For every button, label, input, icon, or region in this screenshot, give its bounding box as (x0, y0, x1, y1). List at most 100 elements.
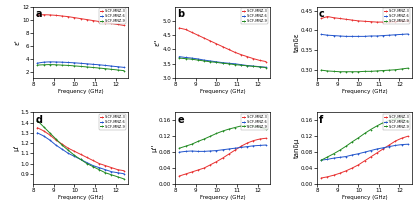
S-CF-MNZ-9 (189, 143, 194, 146)
S-CF-MNZ-9 (405, 67, 410, 69)
S-CF-MNZ-9 (35, 119, 40, 122)
S-CF-MNZ-3 (90, 159, 95, 162)
S-CF-MNZ-9 (47, 132, 52, 134)
S-CF-MNZ-3 (331, 16, 336, 19)
S-CF-MNZ-9 (344, 71, 349, 73)
S-CF-MNZ-9 (97, 67, 102, 69)
S-CF-MNZ-9 (66, 149, 71, 152)
S-CF-MNZ-6 (214, 149, 219, 152)
S-CF-MNZ-3 (72, 150, 77, 153)
S-CF-MNZ-3 (35, 14, 40, 16)
S-CF-MNZ-9 (208, 60, 213, 63)
S-CF-MNZ-3 (263, 137, 268, 140)
S-CF-MNZ-6 (368, 35, 373, 37)
Y-axis label: tanδε: tanδε (293, 33, 300, 52)
S-CF-MNZ-3 (41, 13, 46, 16)
S-CF-MNZ-6 (78, 62, 83, 65)
Text: d: d (35, 115, 42, 125)
S-CF-MNZ-6 (374, 35, 379, 37)
S-CF-MNZ-3 (233, 51, 238, 54)
S-CF-MNZ-3 (109, 22, 114, 25)
S-CF-MNZ-3 (381, 148, 386, 150)
S-CF-MNZ-9 (214, 61, 219, 64)
S-CF-MNZ-3 (319, 17, 324, 20)
S-CF-MNZ-3 (78, 153, 83, 156)
S-CF-MNZ-6 (226, 148, 231, 150)
S-CF-MNZ-3 (393, 20, 398, 23)
S-CF-MNZ-3 (201, 37, 206, 39)
S-CF-MNZ-3 (344, 170, 349, 172)
X-axis label: Frequency (GHz): Frequency (GHz) (200, 194, 245, 200)
S-CF-MNZ-9 (356, 71, 361, 73)
S-CF-MNZ-6 (331, 157, 336, 159)
S-CF-MNZ-6 (226, 62, 231, 65)
Line: S-CF-MNZ-3: S-CF-MNZ-3 (178, 137, 267, 177)
Legend: S-CF-MNZ-3, S-CF-MNZ-6, S-CF-MNZ-9: S-CF-MNZ-3, S-CF-MNZ-6, S-CF-MNZ-9 (99, 114, 126, 130)
Line: S-CF-MNZ-9: S-CF-MNZ-9 (178, 124, 267, 150)
S-CF-MNZ-3 (337, 17, 342, 20)
Line: S-CF-MNZ-3: S-CF-MNZ-3 (320, 15, 409, 23)
S-CF-MNZ-9 (220, 62, 225, 65)
S-CF-MNZ-6 (201, 59, 206, 61)
S-CF-MNZ-9 (387, 119, 392, 122)
S-CF-MNZ-6 (399, 33, 404, 36)
S-CF-MNZ-9 (368, 128, 373, 131)
S-CF-MNZ-9 (239, 125, 244, 127)
S-CF-MNZ-6 (399, 143, 404, 146)
S-CF-MNZ-6 (381, 147, 386, 149)
S-CF-MNZ-9 (59, 64, 64, 66)
S-CF-MNZ-9 (325, 70, 330, 72)
S-CF-MNZ-6 (121, 172, 126, 175)
S-CF-MNZ-9 (331, 152, 336, 155)
S-CF-MNZ-6 (97, 64, 102, 66)
S-CF-MNZ-9 (177, 147, 182, 150)
Line: S-CF-MNZ-3: S-CF-MNZ-3 (36, 13, 125, 27)
S-CF-MNZ-9 (381, 69, 386, 72)
S-CF-MNZ-9 (331, 70, 336, 73)
S-CF-MNZ-9 (201, 60, 206, 62)
S-CF-MNZ-3 (251, 57, 256, 60)
S-CF-MNZ-6 (245, 64, 250, 67)
S-CF-MNZ-9 (90, 66, 95, 69)
S-CF-MNZ-9 (399, 68, 404, 70)
S-CF-MNZ-6 (177, 55, 182, 58)
S-CF-MNZ-3 (251, 139, 256, 142)
S-CF-MNZ-9 (233, 63, 238, 66)
S-CF-MNZ-6 (72, 62, 77, 64)
S-CF-MNZ-9 (78, 158, 83, 161)
S-CF-MNZ-6 (47, 60, 52, 63)
S-CF-MNZ-6 (183, 150, 188, 153)
S-CF-MNZ-9 (399, 118, 404, 120)
Legend: S-CF-MNZ-3, S-CF-MNZ-6, S-CF-MNZ-9: S-CF-MNZ-3, S-CF-MNZ-6, S-CF-MNZ-9 (383, 8, 410, 24)
S-CF-MNZ-3 (368, 20, 373, 23)
S-CF-MNZ-9 (115, 175, 120, 178)
S-CF-MNZ-6 (356, 152, 361, 155)
S-CF-MNZ-3 (196, 169, 201, 171)
S-CF-MNZ-9 (319, 69, 324, 71)
S-CF-MNZ-3 (59, 143, 64, 145)
S-CF-MNZ-3 (47, 134, 52, 136)
Line: S-CF-MNZ-9: S-CF-MNZ-9 (320, 67, 409, 73)
S-CF-MNZ-3 (387, 21, 392, 23)
S-CF-MNZ-9 (226, 62, 231, 65)
S-CF-MNZ-6 (90, 63, 95, 66)
S-CF-MNZ-6 (196, 150, 201, 153)
S-CF-MNZ-3 (325, 15, 330, 18)
Legend: S-CF-MNZ-3, S-CF-MNZ-6, S-CF-MNZ-9: S-CF-MNZ-3, S-CF-MNZ-6, S-CF-MNZ-9 (383, 114, 410, 130)
S-CF-MNZ-6 (325, 158, 330, 161)
S-CF-MNZ-6 (177, 151, 182, 154)
S-CF-MNZ-9 (381, 122, 386, 124)
S-CF-MNZ-6 (220, 61, 225, 64)
Line: S-CF-MNZ-6: S-CF-MNZ-6 (36, 60, 125, 69)
S-CF-MNZ-6 (251, 145, 256, 147)
S-CF-MNZ-9 (374, 70, 379, 72)
Line: S-CF-MNZ-3: S-CF-MNZ-3 (178, 27, 267, 63)
Text: c: c (319, 9, 325, 19)
Text: a: a (35, 9, 42, 19)
S-CF-MNZ-3 (399, 20, 404, 23)
S-CF-MNZ-3 (381, 21, 386, 23)
S-CF-MNZ-3 (374, 152, 379, 154)
S-CF-MNZ-6 (66, 152, 71, 155)
S-CF-MNZ-6 (220, 148, 225, 151)
S-CF-MNZ-9 (196, 140, 201, 143)
